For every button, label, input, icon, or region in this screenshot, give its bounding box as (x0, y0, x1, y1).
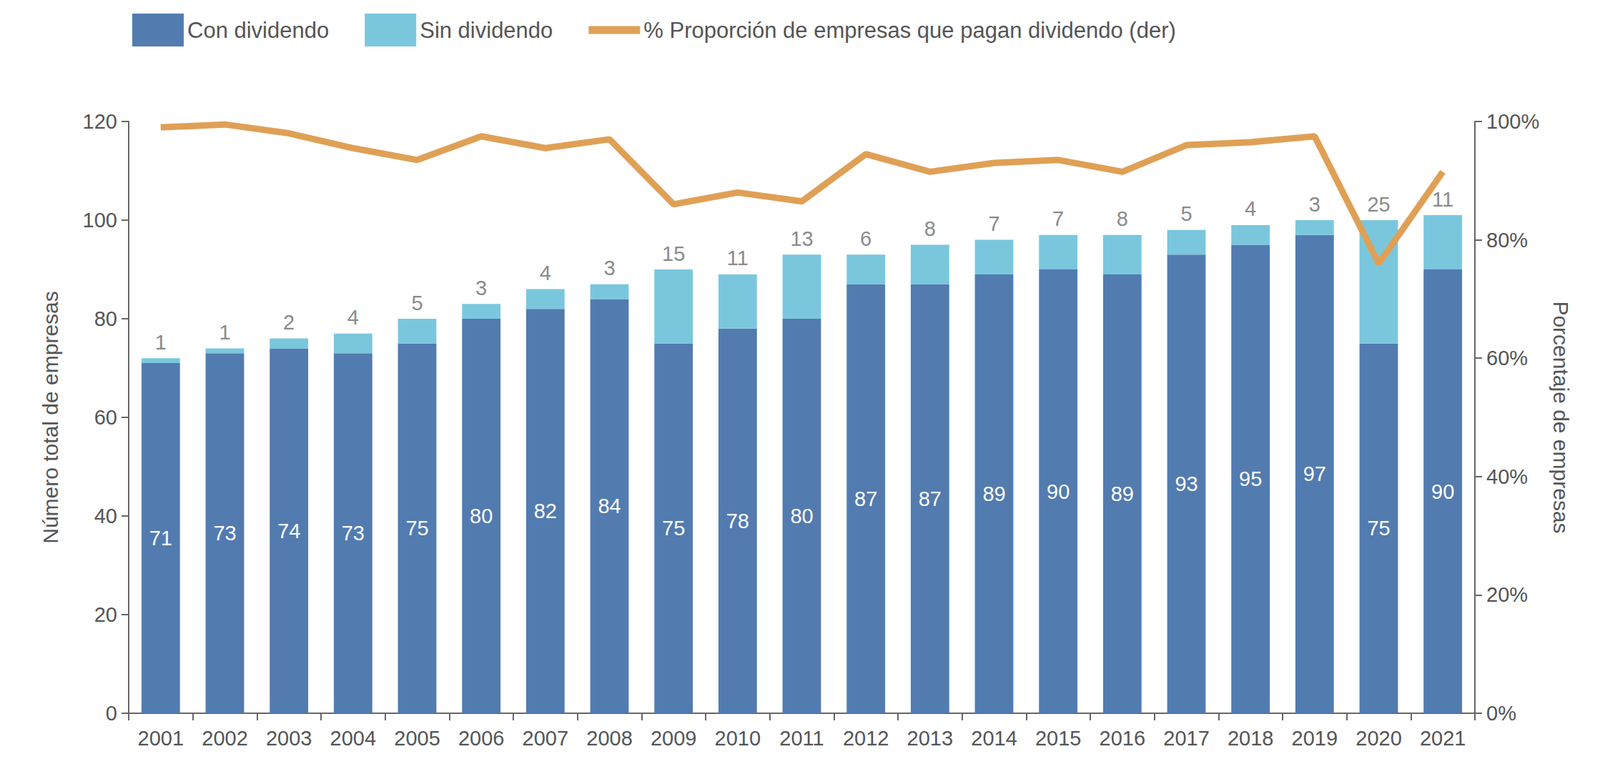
svg-text:78: 78 (726, 509, 750, 533)
svg-text:2: 2 (283, 310, 295, 334)
svg-text:75: 75 (1366, 516, 1390, 540)
svg-text:2010: 2010 (714, 727, 762, 750)
svg-text:Porcentaje de empresas: Porcentaje de empresas (1549, 300, 1573, 534)
svg-text:7: 7 (988, 212, 1000, 236)
svg-text:2007: 2007 (522, 727, 570, 750)
svg-text:11: 11 (727, 246, 749, 270)
svg-text:2012: 2012 (842, 727, 890, 750)
svg-text:2009: 2009 (650, 727, 698, 750)
svg-text:80: 80 (789, 504, 813, 528)
svg-text:3: 3 (475, 276, 487, 300)
svg-text:0: 0 (105, 702, 118, 725)
svg-text:3: 3 (603, 256, 615, 280)
svg-text:73: 73 (213, 521, 236, 545)
svg-text:2001: 2001 (137, 727, 185, 750)
svg-text:75: 75 (662, 516, 685, 540)
svg-text:4: 4 (1244, 197, 1257, 221)
svg-text:2018: 2018 (1227, 727, 1274, 750)
svg-text:13: 13 (789, 227, 813, 251)
svg-text:11: 11 (1431, 188, 1454, 211)
svg-text:2005: 2005 (393, 727, 441, 750)
svg-text:% Proporción de empresas que p: % Proporción de empresas que pagan divid… (643, 17, 1176, 43)
svg-text:0%: 0% (1486, 702, 1517, 725)
svg-text:89: 89 (1110, 482, 1134, 506)
svg-text:1: 1 (155, 331, 167, 354)
svg-text:2008: 2008 (586, 727, 633, 750)
svg-text:2014: 2014 (970, 727, 1018, 750)
svg-text:5: 5 (411, 291, 423, 315)
svg-text:2021: 2021 (1419, 727, 1467, 750)
svg-text:90: 90 (1431, 480, 1455, 504)
svg-text:2020: 2020 (1355, 727, 1402, 750)
svg-text:71: 71 (149, 526, 173, 550)
svg-text:4: 4 (347, 305, 359, 329)
svg-text:5: 5 (1180, 202, 1192, 226)
svg-text:2004: 2004 (330, 727, 377, 750)
svg-text:90: 90 (1046, 480, 1070, 504)
svg-text:2015: 2015 (1035, 727, 1082, 750)
svg-text:100%: 100% (1486, 110, 1540, 133)
svg-text:20: 20 (94, 603, 118, 627)
svg-text:4: 4 (539, 261, 552, 285)
svg-text:2019: 2019 (1291, 727, 1339, 750)
svg-text:82: 82 (534, 499, 557, 523)
svg-text:80%: 80% (1486, 228, 1528, 252)
svg-text:8: 8 (1116, 207, 1129, 231)
svg-text:8: 8 (924, 217, 936, 241)
svg-text:74: 74 (277, 519, 301, 543)
svg-text:2003: 2003 (265, 727, 313, 750)
svg-text:7: 7 (1052, 207, 1064, 231)
svg-text:87: 87 (918, 487, 942, 511)
svg-text:40: 40 (94, 504, 118, 528)
svg-text:97: 97 (1303, 462, 1327, 486)
svg-text:3: 3 (1309, 193, 1321, 216)
svg-text:Número total de empresas: Número total de empresas (38, 290, 63, 545)
svg-text:Sin dividendo: Sin dividendo (419, 17, 553, 43)
svg-text:15: 15 (662, 242, 685, 266)
svg-text:100: 100 (82, 208, 118, 232)
svg-text:80: 80 (94, 307, 118, 331)
svg-text:2017: 2017 (1163, 727, 1210, 750)
svg-text:89: 89 (982, 482, 1006, 506)
svg-text:2011: 2011 (779, 727, 824, 750)
svg-text:Con dividendo: Con dividendo (187, 17, 329, 43)
svg-text:2002: 2002 (201, 727, 249, 750)
svg-text:84: 84 (597, 494, 621, 518)
svg-text:40%: 40% (1486, 465, 1528, 489)
svg-text:93: 93 (1174, 472, 1198, 496)
svg-text:25: 25 (1366, 193, 1390, 216)
svg-text:1: 1 (218, 321, 231, 344)
svg-text:75: 75 (405, 516, 429, 540)
svg-text:2016: 2016 (1099, 727, 1147, 750)
svg-text:60%: 60% (1486, 346, 1528, 370)
svg-text:87: 87 (854, 487, 878, 511)
svg-text:73: 73 (341, 521, 365, 545)
svg-text:80: 80 (469, 504, 493, 528)
svg-text:60: 60 (94, 406, 118, 429)
svg-text:2013: 2013 (907, 727, 954, 750)
svg-text:2006: 2006 (458, 727, 505, 750)
svg-text:20%: 20% (1486, 583, 1528, 607)
svg-text:120: 120 (82, 110, 118, 133)
svg-text:95: 95 (1238, 467, 1262, 491)
svg-text:6: 6 (860, 227, 872, 251)
